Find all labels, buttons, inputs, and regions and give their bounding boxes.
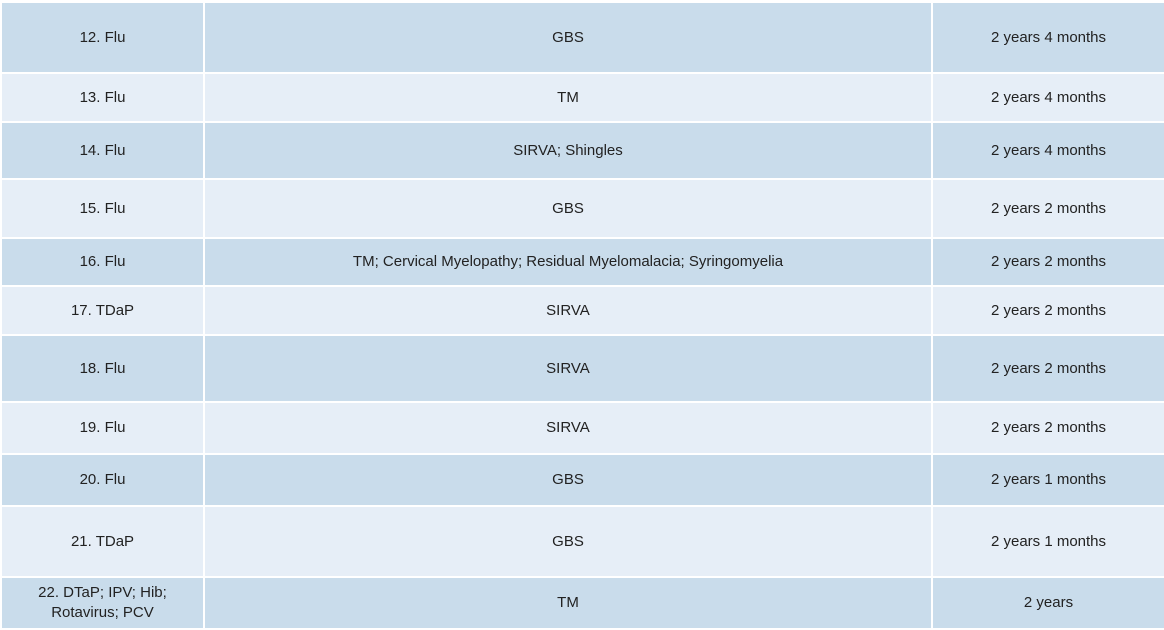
table-row: 18. Flu SIRVA 2 years 2 months [2, 336, 1164, 401]
vaccine-cell: 21. TDaP [2, 507, 203, 576]
table-body: 12. Flu GBS 2 years 4 months 13. Flu TM 2 yea… [2, 3, 1164, 628]
vaccine-cell: 20. Flu [2, 455, 203, 505]
vaccine-cell: 12. Flu [2, 3, 203, 72]
duration-cell: 2 years 4 months [933, 3, 1164, 72]
injury-cell: GBS [205, 455, 931, 505]
duration-cell: 2 years 4 months [933, 74, 1164, 121]
duration-cell: 2 years 2 months [933, 336, 1164, 401]
duration-cell: 2 years 2 months [933, 239, 1164, 285]
vaccine-cell: 14. Flu [2, 123, 203, 178]
injury-cell: SIRVA; Shingles [205, 123, 931, 178]
vaccine-cell: 17. TDaP [2, 287, 203, 334]
duration-cell: 2 years 4 months [933, 123, 1164, 178]
injury-cell: GBS [205, 507, 931, 576]
duration-cell: 2 years 2 months [933, 287, 1164, 334]
vaccine-cell: 15. Flu [2, 180, 203, 237]
table-row: 17. TDaP SIRVA 2 years 2 months [2, 287, 1164, 334]
duration-cell: 2 years 2 months [933, 403, 1164, 453]
table-row: 20. Flu GBS 2 years 1 months [2, 455, 1164, 505]
table-row: 12. Flu GBS 2 years 4 months [2, 3, 1164, 72]
vaccine-cell: 22. DTaP; IPV; Hib; Rotavirus; PCV [2, 578, 203, 628]
vaccine-cell: 19. Flu [2, 403, 203, 453]
vaccine-cell: 18. Flu [2, 336, 203, 401]
table-row: 21. TDaP GBS 2 years 1 months [2, 507, 1164, 576]
table-row: 13. Flu TM 2 years 4 months [2, 74, 1164, 121]
injury-cell: TM [205, 578, 931, 628]
injury-cell: GBS [205, 3, 931, 72]
duration-cell: 2 years 1 months [933, 455, 1164, 505]
duration-cell: 2 years 2 months [933, 180, 1164, 237]
table-row: 19. Flu SIRVA 2 years 2 months [2, 403, 1164, 453]
injury-cell: SIRVA [205, 403, 931, 453]
injury-cell: SIRVA [205, 336, 931, 401]
table-row: 16. Flu TM; Cervical Myelopathy; Residual… [2, 239, 1164, 285]
duration-cell: 2 years 1 months [933, 507, 1164, 576]
vaccine-cell: 16. Flu [2, 239, 203, 285]
injury-cell: TM [205, 74, 931, 121]
injury-cell: TM; Cervical Myelopathy; Residual Myelom… [205, 239, 931, 285]
table-row: 15. Flu GBS 2 years 2 months [2, 180, 1164, 237]
vaccine-cell: 13. Flu [2, 74, 203, 121]
table-row: 14. Flu SIRVA; Shingles 2 years 4 months [2, 123, 1164, 178]
injury-cell: GBS [205, 180, 931, 237]
table-row: 22. DTaP; IPV; Hib; Rotavirus; PCV TM 2 ye… [2, 578, 1164, 628]
duration-cell: 2 years [933, 578, 1164, 628]
injury-cell: SIRVA [205, 287, 931, 334]
